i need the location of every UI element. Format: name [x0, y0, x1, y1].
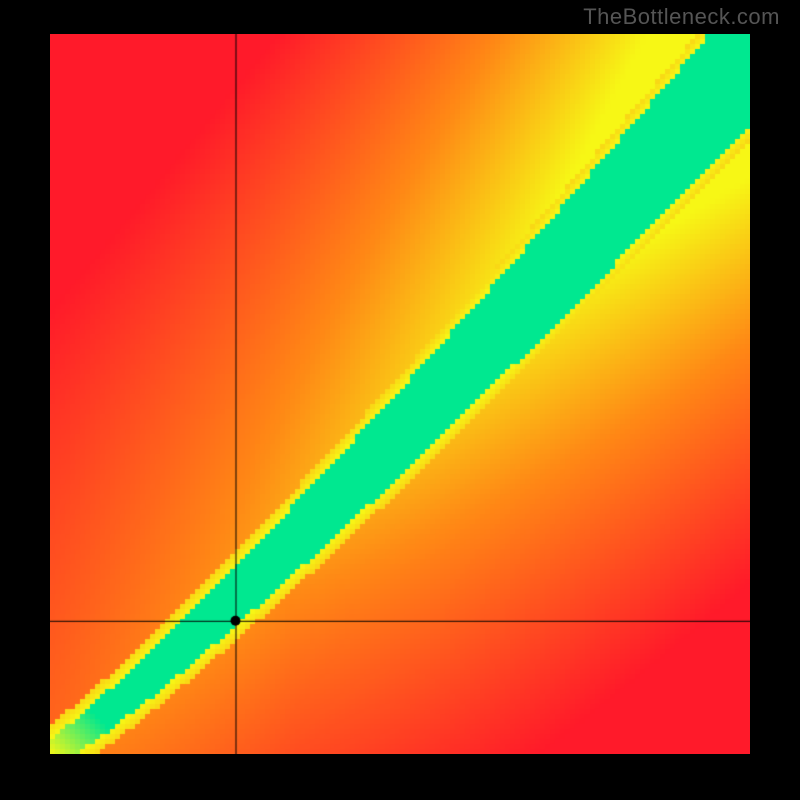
heatmap-plot [50, 34, 750, 754]
watermark-label: TheBottleneck.com [583, 4, 780, 30]
chart-frame: TheBottleneck.com [0, 0, 800, 800]
heatmap-canvas [50, 34, 750, 754]
